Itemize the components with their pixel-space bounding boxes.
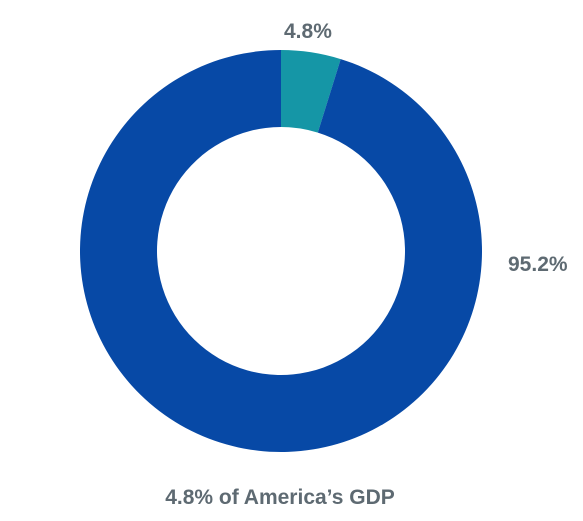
donut-slice-0 <box>281 50 341 133</box>
chart-caption: 4.8% of America’s GDP <box>165 486 395 509</box>
slice-label-small: 4.8% <box>284 20 332 43</box>
donut-slice-1 <box>79 50 483 452</box>
slice-label-large: 95.2% <box>508 253 568 276</box>
